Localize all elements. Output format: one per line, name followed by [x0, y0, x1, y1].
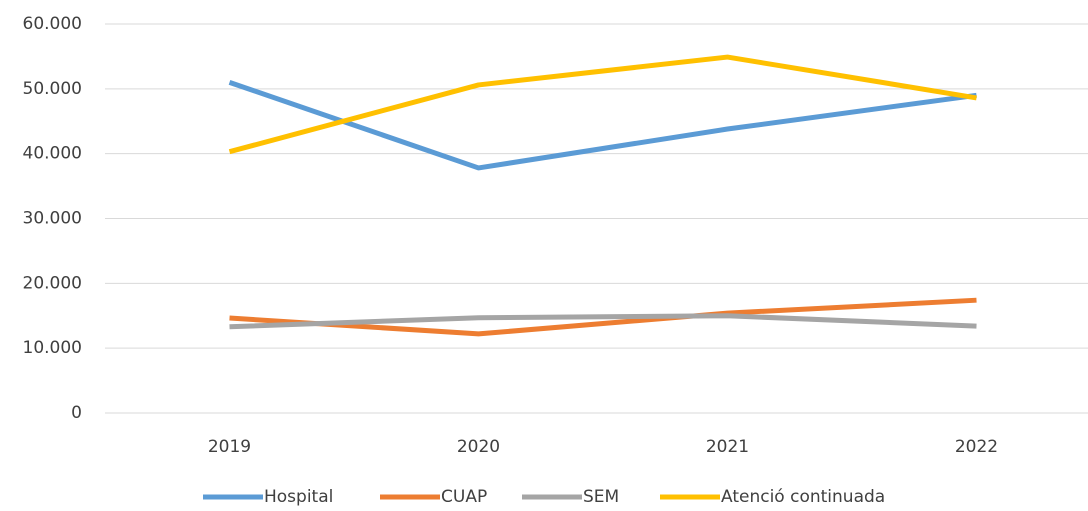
- legend-label: CUAP: [441, 487, 487, 507]
- series-line: [228, 54, 977, 155]
- series-line: [229, 313, 977, 330]
- legend-label: Atenció continuada: [721, 487, 885, 507]
- y-tick-label: 60.000: [23, 14, 82, 34]
- x-tick-label: 2021: [706, 437, 749, 457]
- x-tick-label: 2019: [208, 437, 251, 457]
- y-tick-label: 10.000: [23, 338, 82, 358]
- y-tick-label: 0: [71, 403, 82, 423]
- y-tick-label: 50.000: [23, 79, 82, 99]
- series-line: [228, 79, 977, 171]
- series-line: [229, 297, 977, 337]
- legend-label: Hospital: [264, 487, 333, 507]
- y-tick-label: 40.000: [23, 144, 82, 164]
- y-tick-label: 20.000: [23, 273, 82, 293]
- legend-label: SEM: [583, 487, 619, 507]
- y-tick-label: 30.000: [23, 209, 82, 229]
- x-tick-label: 2022: [955, 437, 998, 457]
- x-tick-label: 2020: [457, 437, 500, 457]
